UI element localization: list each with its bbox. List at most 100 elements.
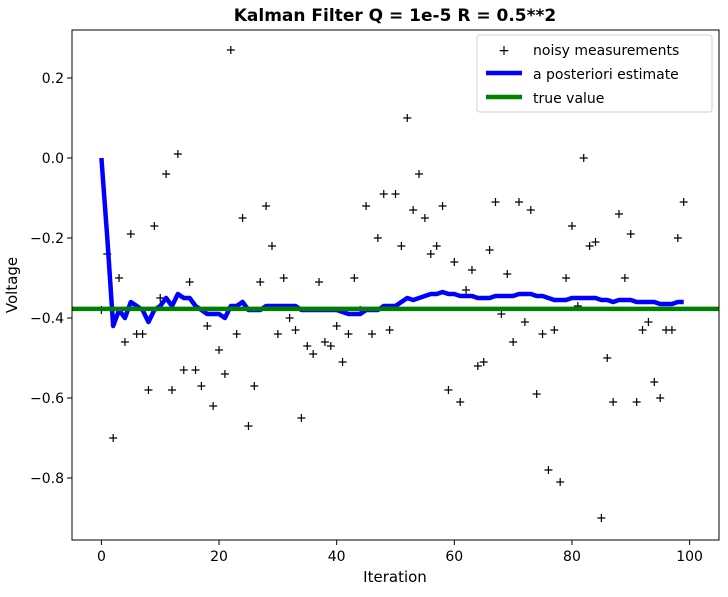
measurement-point [367, 330, 376, 338]
legend-label-estimate: a posteriori estimate [533, 67, 679, 83]
measurement-point [385, 326, 394, 334]
measurement-point [556, 478, 565, 486]
measurement-point [262, 202, 271, 210]
measurement-point [597, 514, 606, 522]
measurement-point [291, 326, 300, 334]
measurement-point [473, 362, 482, 370]
x-tick-label: 40 [328, 549, 346, 565]
measurement-point [532, 390, 541, 398]
measurement-point [497, 310, 506, 318]
measurement-point [332, 322, 341, 330]
measurement-point [309, 350, 318, 358]
measurement-point [109, 434, 118, 442]
measurement-point [120, 338, 129, 346]
measurement-point [315, 278, 324, 286]
measurement-point [273, 330, 282, 338]
measurement-point [391, 190, 400, 198]
measurement-point [115, 274, 124, 282]
chart-title: Kalman Filter Q = 1e-5 R = 0.5**2 [234, 6, 557, 26]
measurement-point [591, 238, 600, 246]
measurement-point [585, 242, 594, 250]
y-tick-label: −0.2 [30, 231, 64, 247]
measurement-point [515, 198, 524, 206]
y-tick-label: −0.8 [30, 471, 64, 487]
measurement-point [426, 250, 435, 258]
measurement-point [173, 150, 182, 158]
y-axis-label: Voltage [3, 257, 21, 313]
measurement-point [503, 270, 512, 278]
measurement-point [432, 242, 441, 250]
measurement-point [579, 154, 588, 162]
measurement-point [244, 422, 253, 430]
measurement-point [438, 202, 447, 210]
measurement-point [679, 198, 688, 206]
measurement-point [220, 370, 229, 378]
measurement-point [397, 242, 406, 250]
x-tick-label: 0 [97, 549, 106, 565]
measurement-point [526, 206, 535, 214]
legend: + noisy measurements a posteriori estima… [476, 34, 713, 113]
measurement-point [509, 338, 518, 346]
measurement-point [162, 170, 171, 178]
measurement-point [297, 414, 306, 422]
measurement-point [126, 230, 135, 238]
measurement-point [279, 274, 288, 282]
measurement-point [491, 198, 500, 206]
measurement-point [656, 394, 665, 402]
measurement-point [338, 358, 347, 366]
measurement-point [603, 354, 612, 362]
measurement-point [156, 294, 165, 302]
measurement-point [620, 274, 629, 282]
measurement-point [550, 326, 559, 334]
measurement-point [373, 234, 382, 242]
plot-area: 0 20 40 60 80 100 0.2 0.0 −0.2 −0.4 −0.6 −0.8 [30, 29, 720, 565]
measurement-point [409, 206, 418, 214]
measurement-point [362, 202, 371, 210]
measurement-point [203, 322, 212, 330]
measurement-point [167, 386, 176, 394]
measurement-point [179, 366, 188, 374]
measurement-point [250, 382, 259, 390]
measurement-point [538, 330, 547, 338]
measurement-point [415, 170, 424, 178]
measurement-point [209, 402, 218, 410]
legend-label-measurements: noisy measurements [533, 43, 679, 59]
measurement-point [450, 258, 459, 266]
measurement-point [644, 318, 653, 326]
measurement-point [350, 274, 359, 282]
x-tick-label: 60 [445, 549, 463, 565]
legend-label-true: true value [533, 91, 604, 107]
measurement-point [344, 330, 353, 338]
measurement-point [650, 378, 659, 386]
legend-marker-measurements: + [498, 43, 510, 59]
measurement-point [285, 314, 294, 322]
measurement-point [520, 318, 529, 326]
x-axis-label: Iteration [363, 568, 427, 586]
measurement-point [238, 214, 247, 222]
measurement-point [197, 382, 206, 390]
measurement-point [456, 398, 465, 406]
measurement-point [256, 278, 265, 286]
y-tick-label: 0.2 [42, 71, 64, 87]
measurement-point [444, 386, 453, 394]
x-tick-label: 20 [210, 549, 228, 565]
measurement-point [320, 338, 329, 346]
x-tick-label: 100 [676, 549, 703, 565]
y-tick-label: −0.4 [30, 311, 64, 327]
legend-box [476, 34, 713, 113]
axes-frame [71, 29, 720, 541]
x-tick-label: 80 [563, 549, 581, 565]
measurement-point [226, 46, 235, 54]
measurement-point [379, 190, 388, 198]
measurement-point [303, 342, 312, 350]
measurement-point [567, 222, 576, 230]
measurement-point [485, 246, 494, 254]
measurement-point [191, 366, 200, 374]
measurement-point [609, 398, 618, 406]
measurement-point [479, 358, 488, 366]
measurement-point [632, 398, 641, 406]
measurement-point [544, 466, 553, 474]
measurement-point [267, 242, 276, 250]
measurement-point [215, 346, 224, 354]
